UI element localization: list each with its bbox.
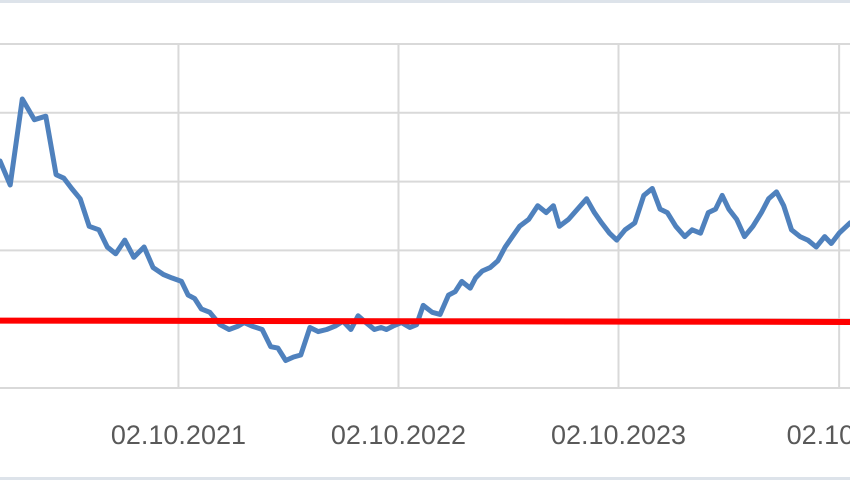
grid (0, 43, 850, 389)
series-layer (0, 96, 850, 363)
x-tick-label-0: 02.10.2021 (111, 420, 246, 450)
x-tick-label-2: 02.10.2023 (551, 420, 686, 450)
series-line-price (0, 96, 850, 363)
top-border (0, 0, 850, 3)
x-tick-label-3: 02.10.10 (787, 420, 850, 450)
series-line-reference (0, 317, 850, 325)
x-tick-label-1: 02.10.2022 (331, 420, 466, 450)
x-axis-ticks: 02.10.2021 02.10.2022 02.10.2023 02.10.10 (111, 420, 850, 450)
bottom-border (0, 477, 850, 480)
